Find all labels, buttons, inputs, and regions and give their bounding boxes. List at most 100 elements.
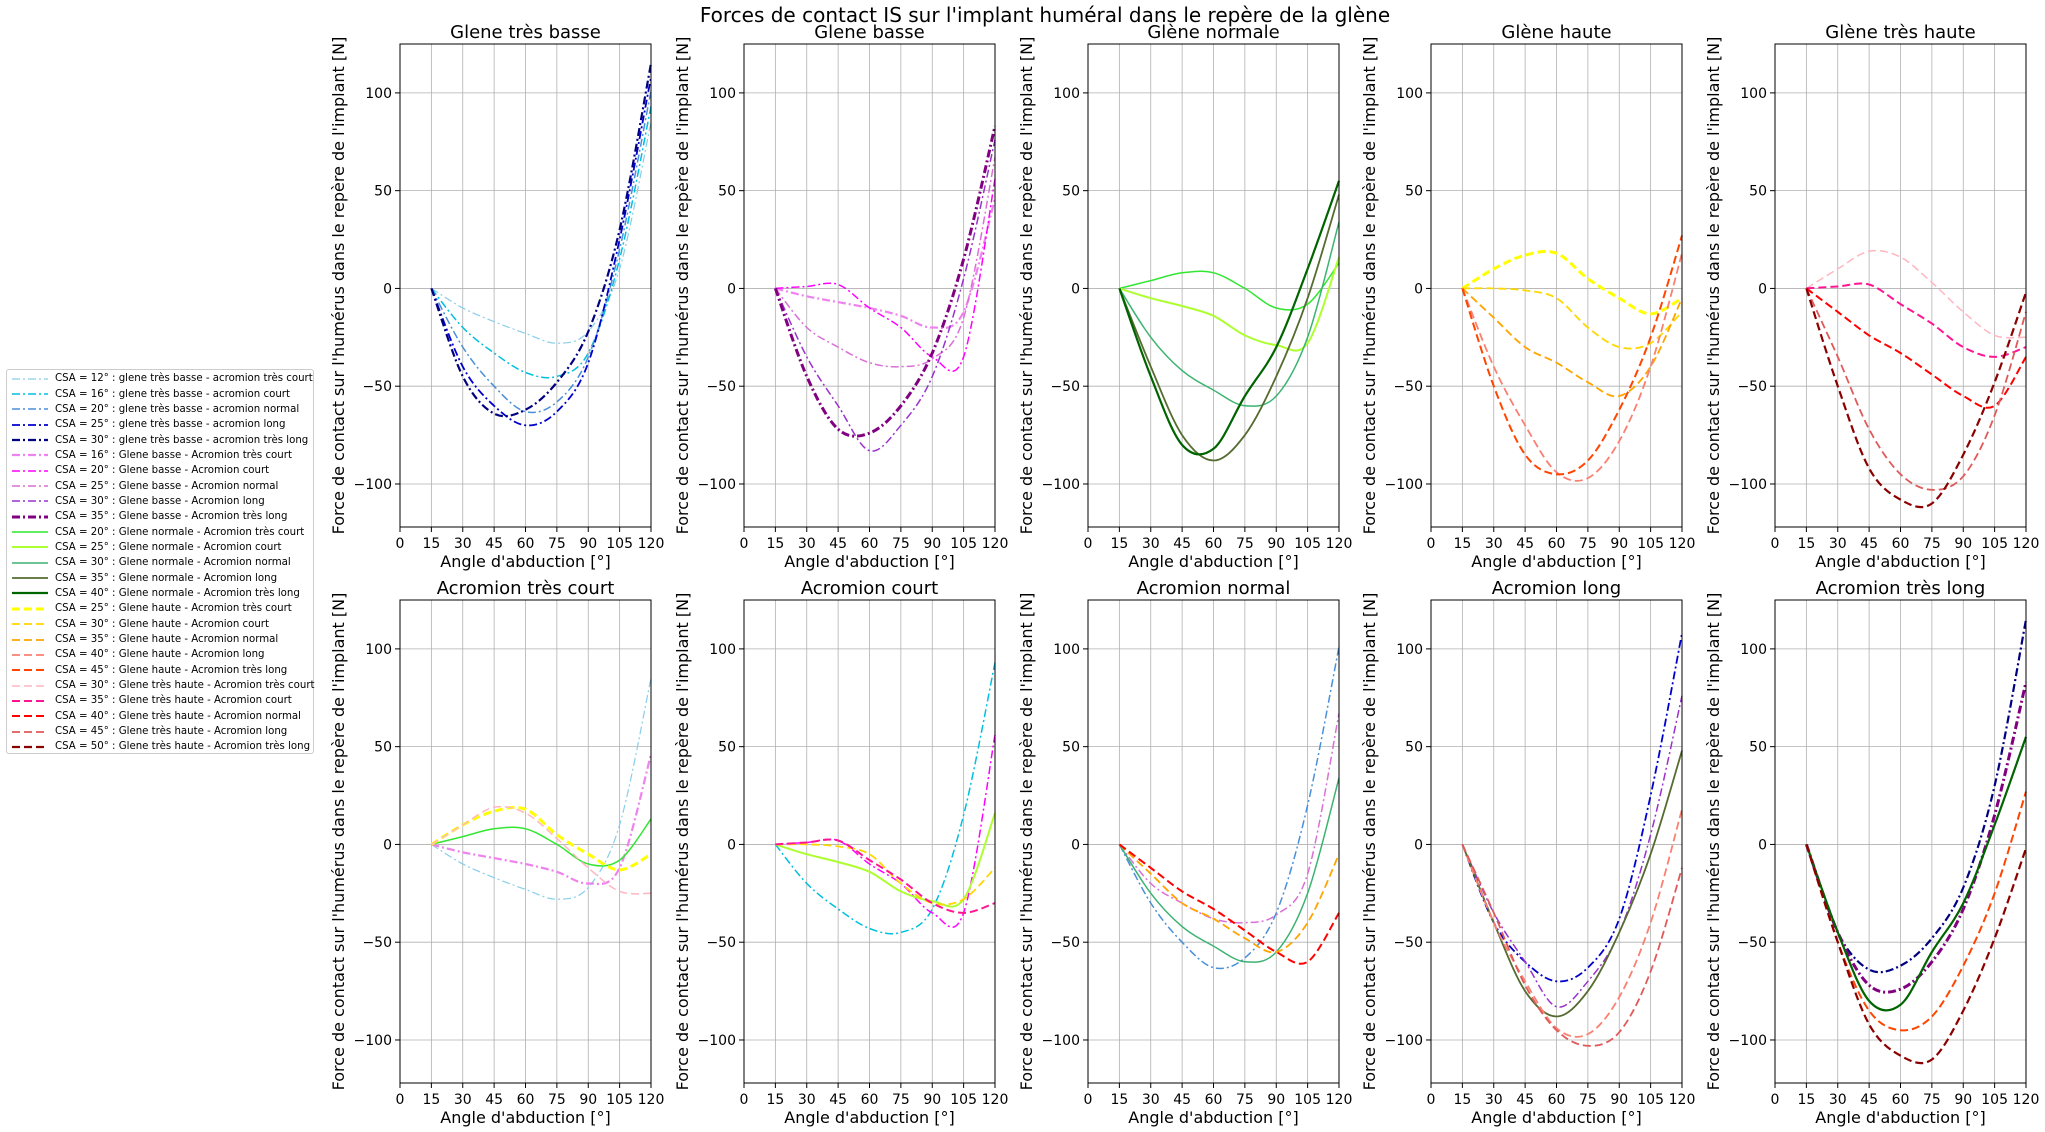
x-tick-label: 60 — [1892, 1092, 1910, 1108]
series-line — [775, 178, 996, 372]
x-tick-label: 30 — [1829, 1092, 1847, 1108]
legend: CSA = 12° : glene très basse - acromion … — [6, 369, 315, 754]
legend-label: CSA = 25° : glene très basse - acromion … — [55, 419, 286, 431]
series-line — [1805, 287, 2027, 409]
legend-entry: CSA = 30° : glene très basse - acromion … — [7, 432, 313, 447]
y-tick-label: −100 — [354, 477, 392, 493]
legend-label: CSA = 25° : Glene haute - Acromion très … — [55, 603, 292, 615]
x-tick-label: 60 — [517, 1092, 535, 1108]
legend-line-sample — [12, 623, 48, 626]
x-tick-label: 105 — [1981, 1092, 2008, 1108]
subplot-title: Acromion court — [801, 578, 938, 599]
legend-entry: CSA = 30° : Glene normale - Acromion nor… — [7, 555, 313, 570]
legend-line-sample — [12, 607, 48, 611]
x-tick-label: 120 — [982, 1092, 1009, 1108]
figure-suptitle: Forces de contact IS sur l'implant humér… — [700, 3, 1390, 27]
legend-label: CSA = 35° : Glene basse - Acromion très … — [55, 511, 288, 523]
legend-label: CSA = 45° : Glene très haute - Acromion … — [55, 726, 288, 738]
series-line — [1461, 808, 1683, 1038]
x-tick-label: 90 — [1610, 536, 1628, 552]
y-tick-label: 0 — [727, 281, 736, 297]
x-tick-label: 90 — [1954, 536, 1972, 552]
legend-label: CSA = 35° : Glene normale - Acromion lon… — [55, 572, 278, 584]
legend-label: CSA = 40° : Glene très haute - Acromion … — [55, 710, 301, 722]
legend-entry: CSA = 20° : Glene normale - Acromion trè… — [7, 524, 313, 539]
x-tick-label: 0 — [1427, 1092, 1436, 1108]
x-tick-label: 30 — [1142, 1092, 1160, 1108]
y-tick-label: 50 — [374, 184, 392, 200]
y-tick-label: 100 — [1396, 86, 1423, 102]
y-tick-label: 100 — [1053, 642, 1080, 658]
x-tick-label: 15 — [1110, 536, 1128, 552]
x-tick-label: 90 — [579, 536, 597, 552]
y-axis-label: Force de contact sur l'humérus dans le r… — [1704, 593, 1723, 1091]
x-tick-label: 90 — [923, 1092, 941, 1108]
x-tick-label: 30 — [1142, 536, 1160, 552]
x-tick-label: 90 — [1267, 536, 1285, 552]
x-axis-label: Angle d'abduction [°] — [1128, 552, 1298, 571]
y-tick-label: −50 — [1393, 935, 1423, 951]
y-tick-label: 50 — [718, 740, 736, 756]
series-line — [1805, 844, 2028, 1065]
y-tick-label: −100 — [1385, 477, 1423, 493]
x-axis-label: Angle d'abduction [°] — [784, 1108, 954, 1127]
subplot-title: Glène très haute — [1825, 22, 1975, 43]
x-tick-label: 0 — [1771, 536, 1780, 552]
x-tick-label: 75 — [1236, 1092, 1254, 1108]
subplot: 0 15 30 45 60 75 90 105 120 −100 −50 0 50 100 Acromion… — [1704, 578, 2039, 1127]
legend-entry: CSA = 25° : glene très basse - acromion … — [7, 417, 313, 432]
x-tick-label: 120 — [1326, 536, 1353, 552]
series-line — [1806, 249, 2027, 339]
y-tick-label: −100 — [1385, 1033, 1423, 1049]
legend-label: CSA = 45° : Glene haute - Acromion très … — [55, 664, 288, 676]
x-tick-label: 105 — [606, 536, 633, 552]
x-tick-label: 15 — [1453, 536, 1471, 552]
y-tick-label: 0 — [1071, 281, 1080, 297]
legend-line-sample — [12, 653, 48, 656]
subplot-title: Glène normale — [1147, 22, 1279, 43]
series-line — [1805, 619, 2028, 974]
subplot-title: Acromion très long — [1816, 578, 1986, 599]
legend-label: CSA = 30° : Glene basse - Acromion long — [55, 495, 265, 507]
legend-entry: CSA = 25° : Glene basse - Acromion norma… — [7, 478, 313, 493]
series-line — [1461, 844, 1683, 1047]
y-tick-label: 50 — [1749, 740, 1767, 756]
x-tick-label: 60 — [1205, 1092, 1223, 1108]
y-tick-label: 100 — [365, 642, 392, 658]
x-tick-label: 75 — [1579, 536, 1597, 552]
series-line — [1118, 777, 1340, 964]
series-line — [775, 198, 997, 330]
subplot: 0 15 30 45 60 75 90 105 120 −100 −50 0 50 100 Glene ba… — [673, 22, 1008, 571]
x-axis-label: Angle d'abduction [°] — [1471, 552, 1641, 571]
x-tick-label: 45 — [1173, 536, 1191, 552]
subplot: 0 15 30 45 60 75 90 105 120 −100 −50 0 50 100 Acromion… — [1360, 578, 1695, 1127]
x-tick-label: 30 — [798, 1092, 816, 1108]
x-tick-label: 30 — [1485, 536, 1503, 552]
series-line — [775, 838, 996, 914]
series-line — [774, 662, 996, 935]
series-line — [774, 139, 996, 452]
series-line — [775, 812, 996, 908]
subplot-title: Glene très basse — [450, 22, 601, 43]
legend-entry: CSA = 30° : Glene basse - Acromion long — [7, 494, 313, 509]
legend-label: CSA = 30° : Glene normale - Acromion nor… — [55, 557, 291, 569]
legend-label: CSA = 40° : Glene normale - Acromion trè… — [55, 587, 300, 599]
x-tick-label: 45 — [1860, 1092, 1878, 1108]
y-tick-label: −50 — [1737, 379, 1767, 395]
x-tick-label: 15 — [1797, 1092, 1815, 1108]
x-tick-label: 75 — [1579, 1092, 1597, 1108]
series-line — [431, 678, 652, 900]
subplot-title: Glène haute — [1501, 22, 1611, 43]
series-line — [431, 805, 652, 895]
legend-line-sample — [12, 531, 48, 533]
x-tick-label: 60 — [1548, 536, 1566, 552]
legend-label: CSA = 30° : Glene très haute - Acromion … — [55, 680, 315, 692]
y-tick-label: −50 — [1737, 935, 1767, 951]
y-tick-label: 0 — [1758, 837, 1767, 853]
legend-label: CSA = 40° : Glene haute - Acromion long — [55, 649, 265, 661]
x-tick-label: 30 — [454, 1092, 472, 1108]
x-tick-label: 105 — [1637, 536, 1664, 552]
y-tick-label: −100 — [354, 1033, 392, 1049]
series-line — [1119, 256, 1340, 352]
